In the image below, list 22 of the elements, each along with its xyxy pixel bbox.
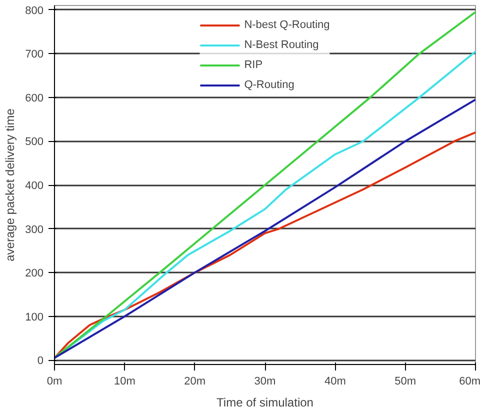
legend-label: N-Best Routing (244, 39, 319, 51)
x-tick-label: 50m (394, 376, 416, 388)
x-tick-label: 10m (114, 376, 136, 388)
x-axis-title: Time of simulation (216, 396, 314, 410)
y-tick-label: 0 (37, 355, 44, 368)
x-tick-label: 60m (459, 376, 480, 388)
legend-label: N-best Q-Routing (244, 19, 330, 31)
y-tick-label: 700 (25, 48, 44, 61)
legend-label: Q-Routing (244, 79, 294, 91)
y-tick-label: 500 (25, 136, 44, 148)
x-tick-label: 0m (46, 376, 62, 388)
y-tick-label: 200 (25, 268, 44, 280)
x-tick-label: 20m (184, 376, 206, 388)
x-tick-label: 30m (254, 376, 276, 388)
y-tick-label: 400 (25, 180, 44, 192)
y-tick-label: 800 (25, 4, 44, 17)
x-tick-label: 40m (324, 376, 346, 388)
y-tick-label: 100 (25, 311, 44, 324)
y-tick-label: 300 (25, 224, 44, 236)
y-tick-label: 600 (25, 92, 44, 104)
y-axis-title: average packet delivery time (3, 108, 18, 262)
legend-label: RIP (244, 59, 264, 71)
